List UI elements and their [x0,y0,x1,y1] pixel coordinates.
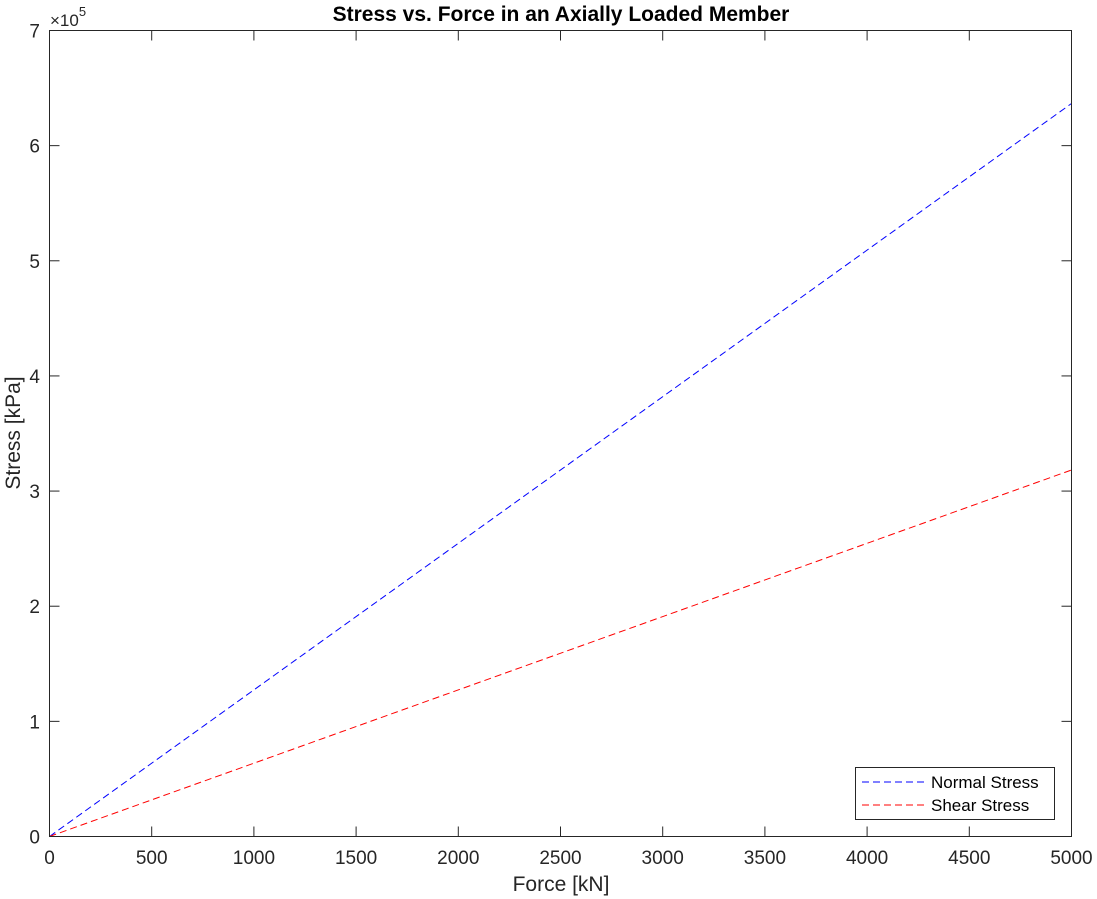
y-tick-label: 2 [29,597,40,618]
x-tick-label: 4000 [846,848,888,869]
x-tick-label: 3500 [744,848,786,869]
chart-title: Stress vs. Force in an Axially Loaded Me… [333,3,790,26]
y-tick-label: 7 [29,22,40,43]
x-tick-label: 0 [44,848,55,869]
legend: Normal Stress Shear Stress [855,767,1055,820]
series-line-normal-stress [49,103,1072,837]
y-axis-label: Stress [kPa] [2,376,25,489]
x-tick-label: 3000 [642,848,684,869]
y-tick-label: 4 [29,367,40,388]
x-tick-label: 1000 [233,848,275,869]
x-tick-label: 5000 [1050,848,1092,869]
y-tick-label: 0 [29,828,40,849]
y-tick-label: 5 [29,252,40,273]
y-tick-label: 6 [29,137,40,158]
x-tick-label: 2000 [437,848,479,869]
x-tick-label: 4500 [948,848,990,869]
axis-ticks [49,30,1072,837]
plot-lines [49,103,1072,837]
legend-label-normal-stress: Normal Stress [931,773,1039,792]
x-tick-label: 2500 [539,848,581,869]
x-tick-label: 1500 [335,848,377,869]
y-axis-exponent-label: ×105 [50,4,86,30]
y-tick-label: 3 [29,482,40,503]
axis-tick-labels: 0 500 1000 1500 2000 2500 3000 3500 4000 4500 5000… [29,22,1092,870]
y-tick-label: 1 [29,712,40,733]
x-axis-label: Force [kN] [513,873,610,896]
legend-box [855,767,1055,820]
legend-label-shear-stress: Shear Stress [931,796,1029,815]
x-tick-label: 500 [136,848,168,869]
series-line-shear-stress [49,469,1072,837]
